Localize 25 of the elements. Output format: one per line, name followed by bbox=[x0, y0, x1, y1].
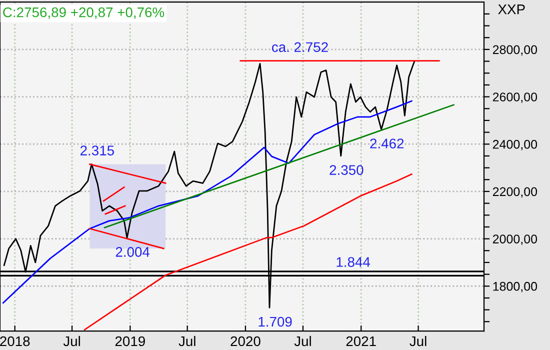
annotation: 1.844 bbox=[336, 257, 370, 267]
y-tick-label: 2600,00 bbox=[492, 92, 538, 103]
x-tick-label: 2020 bbox=[230, 336, 260, 346]
x-tick-label: 2018 bbox=[0, 336, 30, 346]
y-tick-label: 1800,00 bbox=[493, 282, 538, 292]
annotation: ca. 2.752 bbox=[272, 42, 328, 52]
annotation: 2.462 bbox=[370, 138, 404, 148]
x-tick-label: 2021 bbox=[346, 336, 376, 346]
y-tick-label: 2200,00 bbox=[492, 187, 538, 198]
x-tick-label: Jul bbox=[410, 336, 426, 346]
annotation: 2.350 bbox=[330, 165, 364, 175]
x-tick-label: Jul bbox=[294, 336, 311, 346]
x-tick-label: Jul bbox=[63, 336, 80, 346]
y-tick-label: 2400,00 bbox=[492, 140, 538, 150]
annotation: 2.315 bbox=[80, 146, 114, 156]
y-tick-label: 2000,00 bbox=[492, 234, 538, 245]
line-series bbox=[84, 173, 412, 330]
chart-title: C:2756,89 +20,87 +0,76% bbox=[3, 7, 164, 19]
x-tick-label: 2019 bbox=[115, 336, 145, 346]
line-series bbox=[2, 100, 412, 304]
annotation: 2.004 bbox=[116, 247, 150, 257]
text: XXP bbox=[498, 4, 525, 14]
x-tick-label: Jul bbox=[178, 336, 196, 346]
y-tick-label: 2800,00 bbox=[492, 45, 538, 56]
annotation: 1.709 bbox=[258, 316, 292, 327]
